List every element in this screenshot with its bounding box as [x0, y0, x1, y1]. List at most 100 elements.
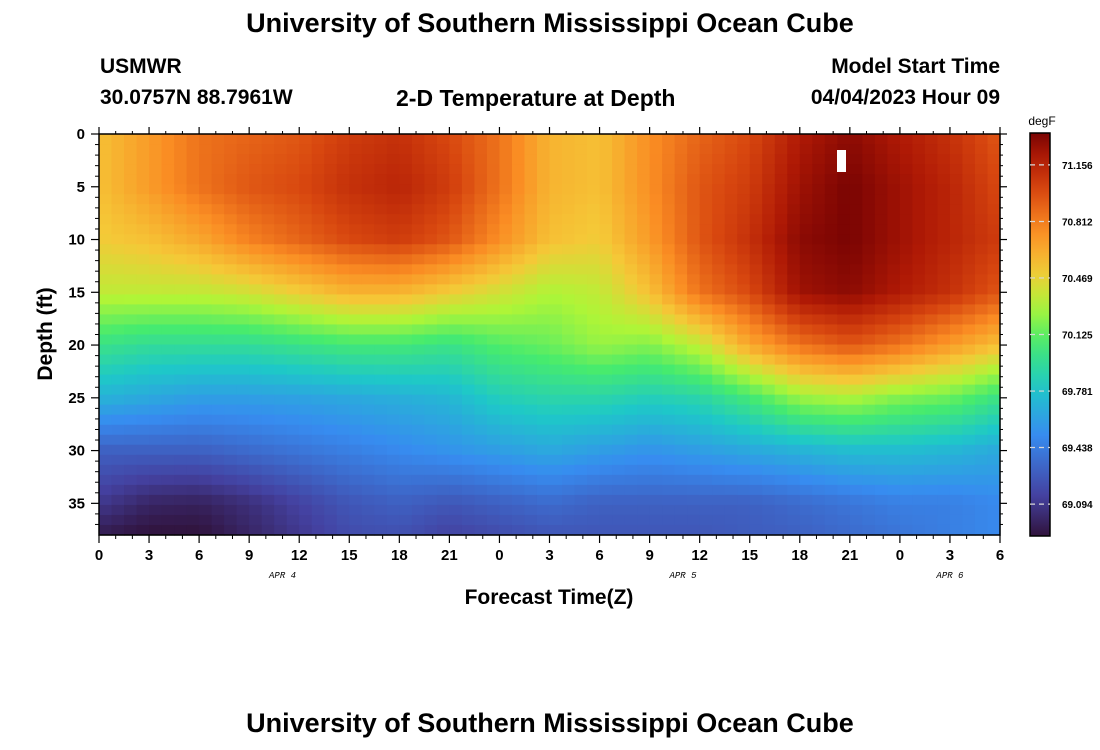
heatmap-cell — [574, 264, 588, 275]
heatmap-cell — [837, 144, 851, 155]
heatmap-cell — [486, 504, 501, 516]
heatmap-cell — [299, 394, 313, 406]
heatmap-cell — [587, 194, 601, 205]
heatmap-cell — [637, 264, 651, 275]
heatmap-cell — [136, 434, 150, 446]
heatmap-cell — [99, 234, 113, 245]
heatmap-cell — [536, 224, 551, 235]
heatmap-cell — [461, 524, 476, 536]
heatmap-cell — [399, 494, 413, 506]
heatmap-cell — [749, 494, 763, 506]
heatmap-cell — [799, 144, 813, 155]
heatmap-cell — [536, 494, 551, 506]
heatmap-cell — [887, 134, 901, 145]
heatmap-cell — [812, 214, 826, 225]
heatmap-cell — [236, 484, 250, 496]
heatmap-cell — [149, 434, 163, 446]
heatmap-cell — [99, 404, 113, 416]
heatmap-cell — [949, 204, 964, 215]
heatmap-cell — [649, 324, 663, 336]
heatmap-cell — [637, 224, 651, 235]
heatmap-cell — [386, 464, 400, 476]
heatmap-cell — [149, 334, 163, 346]
heatmap-cell — [562, 464, 576, 476]
heatmap-cell — [824, 184, 838, 195]
heatmap-cell — [299, 194, 313, 205]
heatmap-cell — [286, 514, 300, 526]
heatmap-cell — [324, 324, 338, 336]
heatmap-cell — [812, 364, 826, 376]
heatmap-cell — [587, 294, 601, 306]
heatmap-cell — [899, 344, 913, 356]
heatmap-cell — [536, 524, 551, 536]
heatmap-cell — [962, 484, 976, 496]
heatmap-cell — [862, 304, 876, 316]
heatmap-cell — [849, 514, 863, 526]
heatmap-cell — [737, 454, 751, 466]
heatmap-cell — [324, 134, 338, 145]
heatmap-cell — [899, 294, 913, 306]
heatmap-cell — [874, 334, 888, 346]
heatmap-cell — [286, 364, 300, 376]
heatmap-cell — [386, 214, 400, 225]
heatmap-cell — [712, 404, 726, 416]
heatmap-cell — [824, 274, 838, 285]
heatmap-cell — [124, 504, 138, 516]
heatmap-cell — [224, 314, 238, 326]
heatmap-cell — [974, 244, 989, 255]
heatmap-cell — [111, 484, 125, 496]
heatmap-cell — [236, 374, 250, 386]
heatmap-cell — [812, 144, 826, 155]
heatmap-cell — [549, 274, 563, 285]
heatmap-cell — [324, 144, 338, 155]
heatmap-cell — [124, 274, 138, 285]
heatmap-cell — [649, 194, 663, 205]
heatmap-cell — [361, 434, 375, 446]
heatmap-cell — [962, 284, 976, 295]
heatmap-cell — [261, 204, 275, 215]
heatmap-cell — [887, 184, 901, 195]
heatmap-cell — [974, 174, 989, 185]
heatmap-cell — [624, 294, 638, 306]
heatmap-cell — [424, 354, 438, 366]
heatmap-cell — [249, 274, 263, 285]
heatmap-cell — [637, 144, 651, 155]
heatmap-cell — [662, 484, 676, 496]
heatmap-cell — [662, 264, 676, 275]
heatmap-cell — [324, 334, 338, 346]
heatmap-cell — [987, 284, 1001, 295]
heatmap-cell — [374, 304, 388, 316]
heatmap-cell — [787, 234, 801, 245]
heatmap-cell — [587, 504, 601, 516]
heatmap-cell — [749, 364, 763, 376]
heatmap-cell — [749, 424, 763, 436]
heatmap-cell — [887, 234, 901, 245]
heatmap-cell — [486, 464, 501, 476]
heatmap-cell — [286, 304, 300, 316]
heatmap-cell — [937, 184, 951, 195]
heatmap-cell — [649, 374, 663, 386]
heatmap-cell — [249, 504, 263, 516]
heatmap-cell — [311, 464, 325, 476]
heatmap-cell — [374, 164, 388, 175]
heatmap-cell — [687, 244, 701, 255]
heatmap-cell — [887, 314, 901, 326]
heatmap-cell — [461, 274, 476, 285]
heatmap-cell — [562, 374, 576, 386]
heatmap-cell — [599, 334, 613, 346]
heatmap-cell — [924, 314, 939, 326]
heatmap-cell — [286, 134, 300, 145]
heatmap-cell — [887, 164, 901, 175]
heatmap-cell — [712, 524, 726, 536]
heatmap-cell — [662, 284, 676, 295]
heatmap-cell — [812, 384, 826, 396]
heatmap-cell — [674, 334, 688, 346]
heatmap-cell — [799, 364, 813, 376]
heatmap-cell — [874, 464, 888, 476]
heatmap-cell — [461, 264, 476, 275]
heatmap-cell — [411, 284, 425, 295]
heatmap-cell — [149, 494, 163, 506]
heatmap-cell — [149, 514, 163, 526]
heatmap-cell — [111, 394, 125, 406]
heatmap-cell — [862, 354, 876, 366]
